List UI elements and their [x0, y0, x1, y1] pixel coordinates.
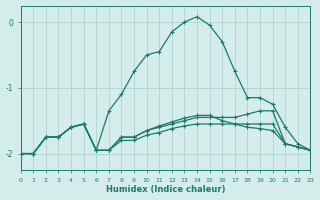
- X-axis label: Humidex (Indice chaleur): Humidex (Indice chaleur): [106, 185, 225, 194]
